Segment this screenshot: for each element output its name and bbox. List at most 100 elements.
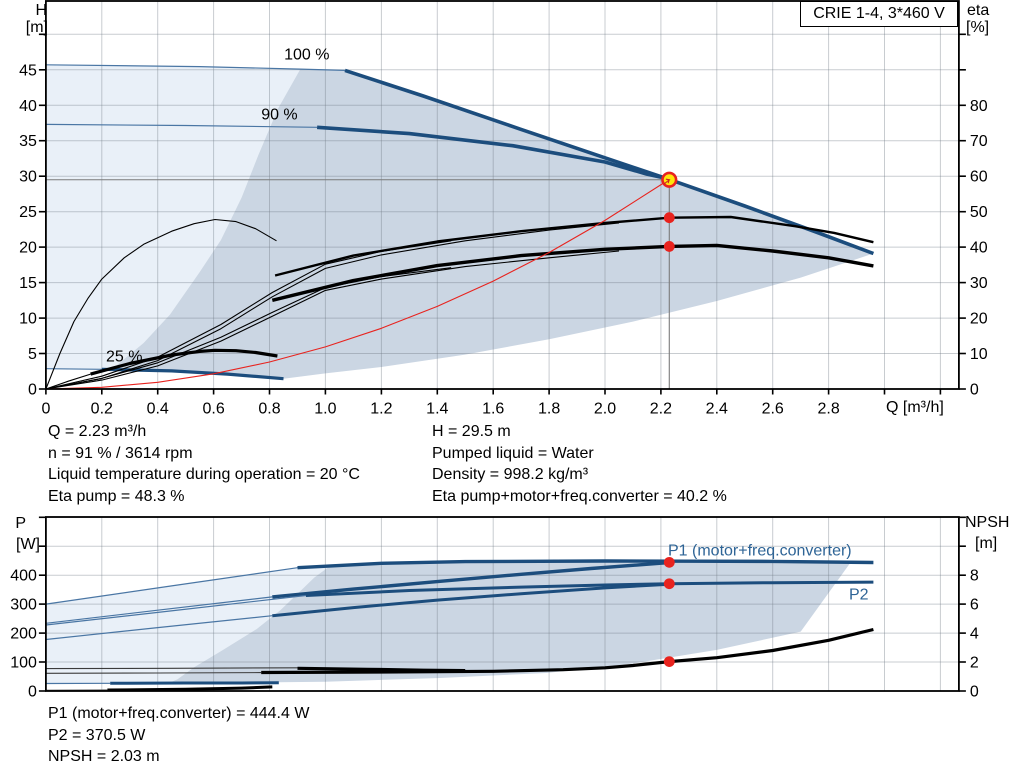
y-right-tick-label: 50: [970, 204, 988, 221]
y-right-tick-label: 0: [970, 382, 979, 399]
y-right-tick-label: 6: [970, 597, 979, 614]
y-left-tick-label: 100: [10, 655, 37, 672]
plot-frame: [45, 0, 960, 390]
curve-eta-total-thin-b: [45, 267, 452, 390]
x-tick-label: 1.4: [426, 401, 448, 418]
curve-eta-pump-thin-b: [45, 240, 452, 390]
x-tick-label: 1.0: [314, 401, 336, 418]
annotation-p1-motor-freq-converter-: P1 (motor+freq.converter): [668, 543, 852, 560]
x-tick-label: 2.4: [706, 401, 728, 418]
x-tick-label: 2.6: [762, 401, 784, 418]
duty-stats-left: Q = 2.23 m³/h n = 91 % / 3614 rpm Liquid…: [48, 421, 360, 507]
pump-title-box: CRIE 1-4, 3*460 V: [800, 1, 958, 27]
marker-eta-total: [663, 241, 675, 252]
y-left-tick-label: 400: [10, 568, 37, 585]
duty-stats-bottom: P1 (motor+freq.converter) = 444.4 W P2 =…: [48, 703, 309, 768]
gridlines: [45, 1, 959, 389]
annotation-p2: P2: [849, 587, 869, 604]
y-left-tick-label: 30: [19, 169, 37, 186]
curve-qh-90pct-thin: [45, 123, 318, 128]
y-right-tick-label: 80: [970, 98, 988, 115]
curve-p1-25pct-bold: [110, 681, 279, 685]
operating-envelope-light: [45, 64, 301, 371]
y-right-tick-label: 70: [970, 133, 988, 150]
q-axis-title: Q [m³/h]: [886, 399, 944, 416]
axis-ticks: [38, 33, 966, 395]
stat-q: Q = 2.23 m³/h: [48, 423, 147, 440]
x-tick-label: 0.2: [91, 401, 113, 418]
tick-labels: 0 100 200 300 400 0 2 4 6 8: [10, 568, 979, 701]
y-left-tick-label: 45: [19, 62, 37, 79]
y-left-tick-label: 0: [28, 382, 37, 399]
y-left-tick-label: 20: [19, 240, 37, 257]
curve-p2-duty-bold: [272, 582, 670, 618]
y-right-tick-label: 20: [970, 311, 988, 328]
marker-eta-pump: [663, 212, 675, 224]
y-right-tick-label: 40: [970, 240, 988, 257]
curve-qh-25pct-bold: [101, 367, 284, 381]
curve-npsh-25pct-bold: [107, 685, 273, 692]
curve-p1-duty-thin: [45, 596, 273, 624]
x-tick-label: 0: [41, 401, 50, 418]
x-tick-label: 1.2: [370, 401, 392, 418]
marker-p1: [663, 556, 675, 568]
y-left-tick-label: 35: [19, 133, 37, 150]
curve-eta-total-25pct-bold: [90, 348, 278, 376]
y-left-tick-label: 10: [19, 311, 37, 328]
y-right-tick-label: 0: [970, 684, 979, 701]
curve-p1-100pct-bold: [297, 559, 874, 570]
stat-pumped-liquid: Pumped liquid = Water: [432, 444, 594, 462]
annotation-90-: 90 %: [261, 106, 297, 123]
y-right-tick-label: 8: [970, 568, 979, 585]
stat-density: Density = 998.2 kg/m³: [432, 466, 589, 483]
power-npsh-chart: 0 100 200 300 400 0 2 4 6 8 P1 (motor+freq.convert…: [10, 516, 979, 701]
curve-p2-100pct-thin: [45, 594, 306, 626]
curve-p2-duty-thin: [45, 615, 273, 641]
curve-qh-25pct-thin: [45, 368, 102, 370]
operating-envelope-dark: [110, 69, 874, 379]
npsh-axis-unit: [m]: [975, 535, 998, 552]
x-tick-label: 0.8: [258, 401, 280, 418]
curve-eta-total-25pct-thin: [45, 373, 91, 390]
curve-npsh-100pct-thin: [45, 667, 298, 670]
stat-h: H = 29.5 m: [432, 423, 511, 440]
curve-eta-pump-25pct-thin: [45, 218, 277, 390]
y-left-tick-label: 200: [10, 626, 37, 643]
x-tick-label: 1.6: [482, 401, 504, 418]
x-tick-label: 0.6: [202, 401, 224, 418]
pump-title: CRIE 1-4, 3*460 V: [813, 5, 945, 22]
y-left-tick-label: 5: [28, 346, 37, 363]
stat-p1: P1 (motor+freq.converter) = 444.4 W: [48, 705, 310, 722]
x-tick-label: 2.2: [650, 401, 672, 418]
h-axis-unit: [m]: [25, 19, 48, 36]
x-tick-label: 2.8: [817, 401, 839, 418]
qh-eta-chart: 0 0.2 0.4 0.6 0.8 1.0 1.2 1.4 1.6 1.8 2.0 2.2 2.4 2.6…: [19, 0, 988, 418]
curve-eta-pump-thin: [45, 222, 620, 390]
curve-eta-pump-bold: [274, 215, 874, 277]
y-right-tick-label: 60: [970, 169, 988, 186]
curve-npsh-duty-thin: [45, 672, 262, 674]
stat-p2: P2 = 370.5 W: [48, 726, 146, 744]
axis-ticks: [38, 516, 966, 692]
stat-eta-total: Eta pump+motor+freq.converter = 40.2 %: [432, 487, 727, 505]
tick-labels: 0 0.2 0.4 0.6 0.8 1.0 1.2 1.4 1.6 1.8 2.0 2.2 2.4 2.6…: [19, 62, 988, 417]
y-right-tick-label: 30: [970, 275, 988, 292]
stat-n: n = 91 % / 3614 rpm: [48, 444, 193, 462]
stat-npsh: NPSH = 2.03 m: [48, 748, 160, 765]
eta-axis-title: eta: [967, 2, 990, 19]
npsh-axis-title: NPSH: [965, 514, 1010, 531]
y-right-tick-label: 10: [970, 346, 988, 363]
annotation-25-: 25 %: [106, 349, 142, 366]
marker-npsh: [663, 656, 675, 668]
marker-p2: [663, 578, 675, 590]
system-curve-arrow: [663, 178, 671, 185]
stat-eta-pump: Eta pump = 48.3 %: [48, 487, 185, 505]
curve-p1-100pct-thin: [45, 567, 298, 605]
y-right-tick-label: 2: [970, 655, 979, 672]
curve-p2-100pct-bold: [305, 580, 874, 597]
curve-npsh-duty-bold: [261, 627, 874, 675]
eta-axis-unit: [%]: [966, 19, 990, 36]
y-left-tick-label: 0: [28, 684, 37, 701]
